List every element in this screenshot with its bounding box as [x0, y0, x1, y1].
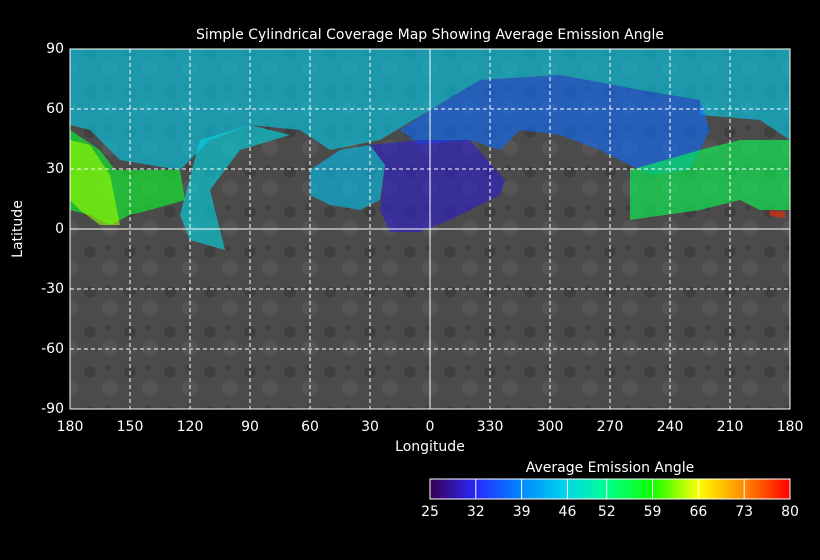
colorbar-tick-label: 46 — [559, 504, 577, 520]
x-tick-label: 180 — [57, 419, 84, 435]
coverage-region — [370, 140, 505, 232]
x-axis-label: Longitude — [395, 439, 465, 455]
coverage-region — [70, 140, 120, 225]
x-tick-label: 210 — [717, 419, 744, 435]
colorbar — [429, 478, 791, 500]
x-tick-label: 0 — [426, 419, 435, 435]
x-tick-label: 120 — [177, 419, 204, 435]
x-tick-label: 150 — [117, 419, 144, 435]
coverage-region — [400, 75, 710, 175]
map-title: Simple Cylindrical Coverage Map Showing … — [196, 27, 664, 43]
x-tick-label: 30 — [361, 419, 379, 435]
coverage-region — [310, 145, 385, 210]
x-tick-label: 240 — [657, 419, 684, 435]
colorbar-title: Average Emission Angle — [526, 460, 695, 476]
x-tick-label: 270 — [597, 419, 624, 435]
x-tick-label: 180 — [777, 419, 804, 435]
x-tick-label: 60 — [301, 419, 319, 435]
y-tick-label: 0 — [55, 221, 64, 237]
y-tick-label: -90 — [41, 401, 64, 417]
colorbar-tick-label: 52 — [598, 504, 616, 520]
y-tick-label: -30 — [41, 281, 64, 297]
colorbar-tick-label: 25 — [421, 504, 439, 520]
y-tick-label: 90 — [46, 41, 64, 57]
x-tick-label: 300 — [537, 419, 564, 435]
y-tick-label: 30 — [46, 161, 64, 177]
colorbar-tick-label: 66 — [689, 504, 707, 520]
plot-frame — [69, 48, 791, 410]
x-tick-label: 90 — [241, 419, 259, 435]
colorbar-tick-label: 59 — [644, 504, 662, 520]
coverage-region — [770, 210, 785, 218]
colorbar-tick-label: 80 — [781, 504, 799, 520]
coverage-region — [180, 125, 290, 250]
colorbar-tick-label: 73 — [735, 504, 753, 520]
y-tick-label: -60 — [41, 341, 64, 357]
y-axis-label: Latitude — [10, 200, 26, 258]
x-tick-label: 330 — [477, 419, 504, 435]
y-tick-label: 60 — [46, 101, 64, 117]
colorbar-tick-label: 39 — [513, 504, 531, 520]
colorbar-tick-label: 32 — [467, 504, 485, 520]
